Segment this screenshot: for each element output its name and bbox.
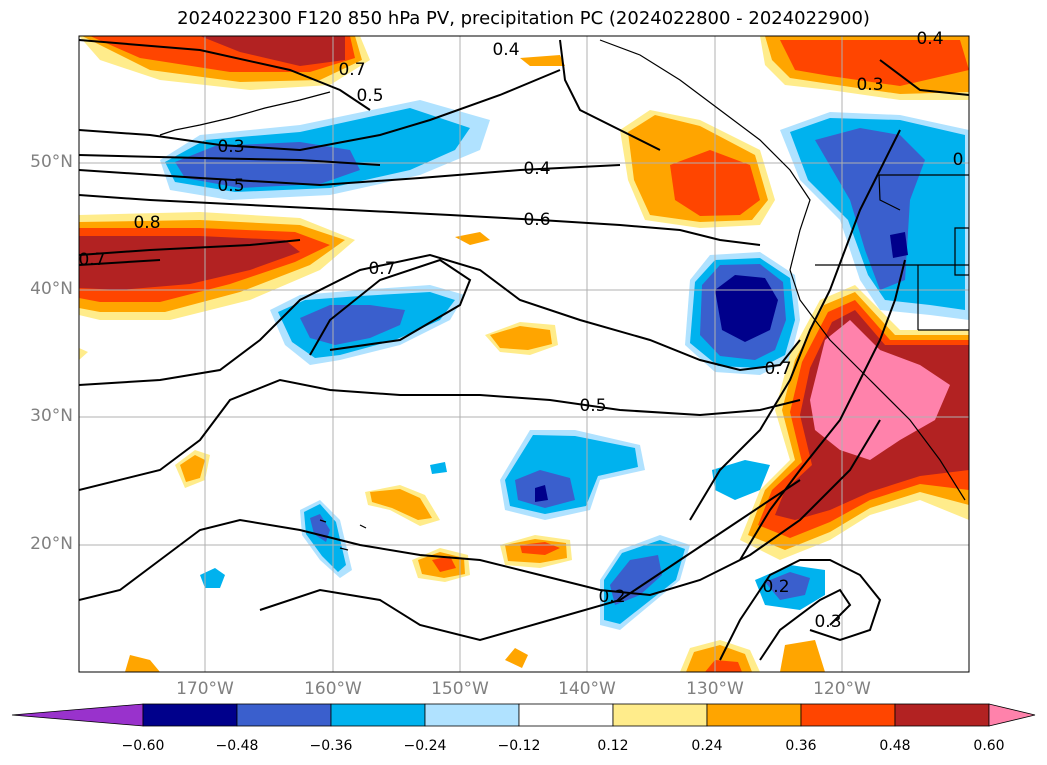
- map-frame: [78, 35, 970, 673]
- contour-label: 0.5: [217, 176, 244, 196]
- precip-negative-area: [535, 485, 548, 502]
- contour-label: 0: [953, 150, 964, 170]
- precip-positive-area: [490, 326, 552, 350]
- precip-negative-area: [300, 305, 405, 345]
- precip-negative-area: [890, 232, 908, 258]
- contour-label: 0.6: [523, 210, 550, 230]
- lon-label-130w: 130°W: [686, 679, 744, 699]
- colorbar-bin: [706, 703, 802, 727]
- colorbar-extend-max: [988, 703, 1036, 727]
- precip-positive-area: [180, 455, 205, 482]
- lat-label-30n: 30°N: [30, 406, 73, 426]
- lat-label-40n: 40°N: [30, 279, 73, 299]
- contour-label: 0.4: [523, 159, 550, 179]
- precip-positive-area: [505, 648, 528, 668]
- lat-label-50n: 50°N: [30, 152, 73, 172]
- contour-label: 0.7: [368, 259, 395, 279]
- colorbar-bin: [894, 703, 990, 727]
- precip-positive-area: [780, 40, 969, 86]
- precip-negative-area: [200, 568, 225, 588]
- colorbar-bin: [612, 703, 708, 727]
- contour-label: 0.7: [764, 359, 791, 379]
- contour-label: 0.3: [856, 75, 883, 95]
- colorbar-tick-label: 0.12: [597, 738, 629, 754]
- colorbar-bin: [330, 703, 426, 727]
- colorbar-bin: [424, 703, 520, 727]
- contour-label: 0.5: [579, 396, 606, 416]
- precip-negative-area: [175, 142, 360, 188]
- colorbar-bin: [518, 703, 614, 727]
- colorbar-tick-label: 0.48: [879, 738, 911, 754]
- precip-positive-area: [370, 489, 432, 520]
- contour-label: 0.3: [217, 137, 244, 157]
- colorbar-tick-label: −0.36: [309, 738, 353, 754]
- lon-label-160w: 160°W: [304, 679, 362, 699]
- contour-label: 0.8: [133, 213, 160, 233]
- lon-label-140w: 140°W: [558, 679, 616, 699]
- precip-positive-area: [520, 55, 565, 66]
- map-title: 2024022300 F120 850 hPa PV, precipitatio…: [177, 8, 870, 29]
- colorbar-bin: [236, 703, 332, 727]
- colorbar-bin: [142, 703, 238, 727]
- colorbar-tick-label: 0.60: [973, 738, 1005, 754]
- contour-label: 0.7: [78, 250, 105, 270]
- colorbar-tick-label: −0.12: [497, 738, 541, 754]
- colorbar: [11, 703, 1036, 727]
- contour-label: 0.4: [916, 29, 943, 49]
- colorbar-tick-label: −0.48: [215, 738, 259, 754]
- contour-label: 0.4: [492, 40, 519, 60]
- contour-label: 0.2: [762, 577, 789, 597]
- contour-label: 0.7: [338, 60, 365, 80]
- precipitation-shading: [79, 36, 969, 672]
- colorbar-tick-label: −0.24: [403, 738, 447, 754]
- colorbar-extend-min: [11, 703, 144, 727]
- precip-negative-area: [712, 460, 770, 500]
- colorbar-tick-label: 0.24: [691, 738, 723, 754]
- pv-contours: [79, 39, 969, 661]
- coastlines: [159, 39, 969, 551]
- lon-label-120w: 120°W: [813, 679, 871, 699]
- precip-positive-area: [125, 655, 160, 672]
- contour-label: 0.2: [598, 587, 625, 607]
- precip-negative-area: [765, 572, 810, 600]
- precip-positive-area: [780, 640, 825, 672]
- contour-label: 0.3: [814, 612, 841, 632]
- contour-labels: 0.3 0.5 0.4 0.6 0.7 0.8 0.7 0.5 0.7 0.2 …: [78, 29, 963, 632]
- precip-negative-area: [430, 462, 447, 474]
- colorbar-tick-label: −0.60: [121, 738, 165, 754]
- precip-positive-area: [455, 232, 490, 245]
- contour-label: 0.5: [356, 86, 383, 106]
- colorbar-bin: [800, 703, 896, 727]
- lon-label-170w: 170°W: [176, 679, 234, 699]
- precip-positive-area: [200, 36, 345, 66]
- precip-positive-area: [432, 556, 456, 572]
- precip-negative-area: [310, 514, 330, 542]
- lat-label-20n: 20°N: [30, 534, 73, 554]
- precip-positive-area: [79, 236, 300, 290]
- colorbar-tick-label: 0.36: [785, 738, 817, 754]
- precip-positive-area: [79, 348, 88, 360]
- precip-positive-area: [705, 660, 742, 672]
- lon-label-150w: 150°W: [431, 679, 489, 699]
- precip-negative-area: [715, 275, 778, 342]
